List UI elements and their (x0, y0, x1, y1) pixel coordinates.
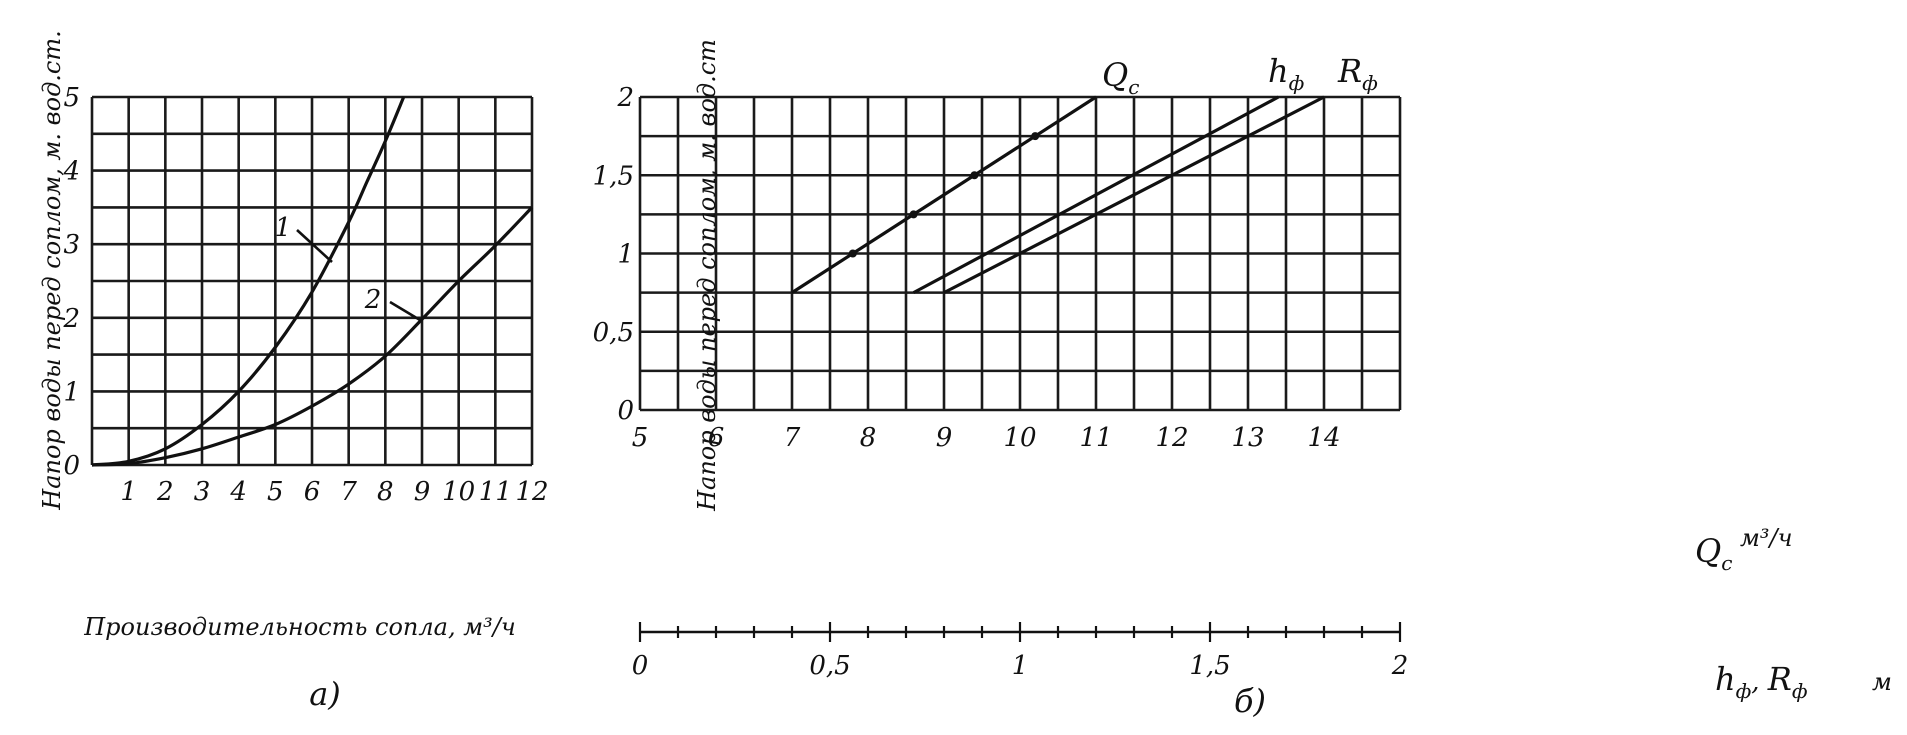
top-x-tick-label: 9 (936, 423, 953, 453)
series-label-hф: hф (1268, 52, 1304, 95)
x-tick-label: 12 (515, 477, 548, 507)
y-tick-label: 2 (62, 304, 80, 334)
panel-a-caption: а) (309, 675, 341, 713)
series-line-2 (91, 206, 534, 467)
series-line-Rф (943, 95, 1325, 295)
x-tick-label: 10 (442, 477, 475, 507)
y-tick-label: 0 (63, 451, 80, 481)
y-tick-label: 1 (63, 377, 80, 407)
series-q-point (1031, 132, 1040, 141)
y-tick-label: 5 (63, 83, 80, 113)
series-2-label: 2 (364, 285, 382, 315)
x-tick-label: 9 (414, 477, 431, 507)
y-tick-label: 1,5 (593, 161, 634, 191)
series-line-hф (912, 95, 1280, 295)
panel-a-grid (90, 95, 534, 467)
series-2-leader (389, 300, 421, 322)
series-label-Qс: Qс (1102, 56, 1139, 99)
bottom-x-tick-label: 1,5 (1189, 651, 1230, 681)
panel-b: 5 6 7 8 9 10 11 12 13 14 00,511,52 Qс hф Rф 0 0,5 1 1,… (593, 39, 1892, 720)
series-1-label: 1 (275, 213, 292, 243)
top-x-tick-label: 14 (1307, 423, 1340, 453)
x-tick-label: 7 (340, 477, 357, 507)
top-x-tick-label: 12 (1155, 423, 1188, 453)
series-label-subscript: с (1128, 75, 1139, 99)
x-tick-label: 3 (194, 477, 211, 507)
y-tick-label: 0,5 (593, 318, 634, 348)
panel-b-y-ticks: 0 0,5 1 1,5 2 (593, 83, 634, 426)
x-tick-label: 11 (479, 477, 512, 507)
panel-b-bottom-axis-label: hф, Rф (1715, 660, 1808, 703)
series-line-1 (91, 96, 406, 467)
top-x-tick-label: 7 (784, 423, 801, 453)
panel-a-series (91, 96, 534, 467)
y-tick-label: 2 (616, 83, 634, 113)
x-tick-label: 8 (377, 477, 394, 507)
top-x-tick-label: 8 (860, 423, 877, 453)
series-q-point (970, 171, 979, 180)
series-label-main: h (1268, 52, 1289, 90)
series-label-subscript: ф (1289, 71, 1305, 95)
series-label-main: R (1337, 52, 1362, 90)
y-tick-label: 1 (617, 240, 634, 270)
top-x-tick-label: 11 (1079, 423, 1112, 453)
panel-b-top-axis-label: Qс (1695, 532, 1732, 575)
bottom-x-tick-label: 2 (1391, 651, 1409, 681)
series-label-subscript: ф (1362, 71, 1378, 95)
panel-a-x-ticks: 1 2 3 4 5 6 7 8 9 10 11 12 (120, 477, 548, 507)
series-1-leader (296, 229, 333, 263)
panel-a-y-ticks: 0 1 2 3 4 5 (62, 83, 80, 481)
series-q-point (848, 249, 857, 258)
panel-b-bottom-axis-unit: м (1872, 668, 1892, 696)
panel-b-top-axis-unit: м³/ч (1740, 524, 1793, 552)
panel-b-series (791, 95, 1325, 295)
series-q-point (909, 210, 918, 219)
bottom-x-tick-label: 0,5 (809, 651, 850, 681)
series-label-Rф: Rф (1337, 52, 1378, 95)
top-x-tick-label: 5 (632, 423, 649, 453)
series-line-Qс (791, 95, 1097, 294)
top-x-tick-label: 6 (708, 423, 725, 453)
x-tick-label: 1 (120, 477, 137, 507)
panel-a-series-labels: 12 (275, 213, 421, 322)
x-tick-label: 5 (267, 477, 284, 507)
y-tick-label: 3 (63, 230, 80, 260)
top-x-tick-label: 10 (1003, 423, 1036, 453)
y-tick-label: 0 (617, 396, 634, 426)
panel-b-series-labels: Qс hф Rф (1102, 52, 1378, 99)
panel-b-y-axis-label: Напор воды перед соплом, м. вод.ст (693, 39, 721, 512)
x-tick-label: 2 (156, 477, 174, 507)
bottom-x-tick-label: 1 (1012, 651, 1029, 681)
panel-b-grid (638, 95, 1402, 412)
panel-b-top-x-ticks: 5 6 7 8 9 10 11 12 13 14 (632, 423, 1341, 453)
bottom-x-tick-label: 0 (632, 651, 649, 681)
panel-b-bottom-scale: 0 0,5 1 1,5 2 (632, 622, 1409, 681)
y-tick-label: 4 (62, 157, 80, 187)
panel-b-caption: б) (1234, 682, 1266, 720)
x-tick-label: 4 (229, 477, 247, 507)
top-x-tick-label: 13 (1231, 423, 1264, 453)
panel-a-y-axis-label: Напор воды перед соплом, м. вод.ст. (38, 30, 66, 510)
panel-a-x-axis-label: Производительность сопла, м³/ч (83, 613, 516, 641)
x-tick-label: 6 (304, 477, 321, 507)
series-label-main: Q (1102, 56, 1128, 94)
